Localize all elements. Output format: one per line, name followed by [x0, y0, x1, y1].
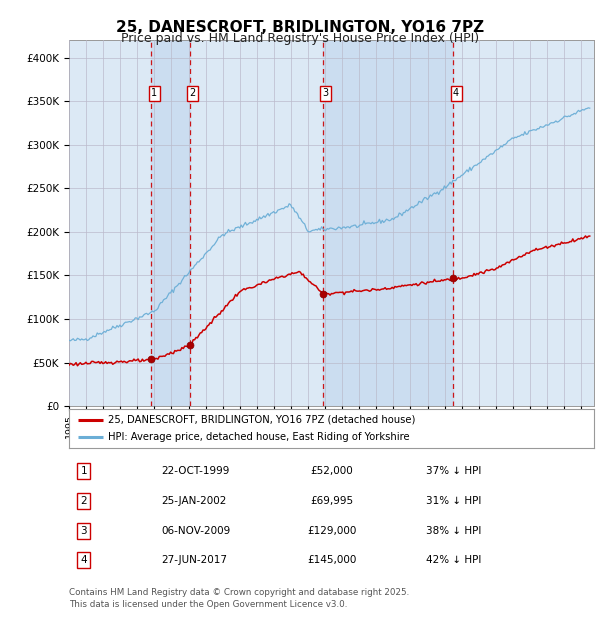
Text: £69,995: £69,995 — [310, 496, 353, 506]
Text: £145,000: £145,000 — [307, 556, 356, 565]
Bar — [151, 40, 190, 406]
Text: 37% ↓ HPI: 37% ↓ HPI — [426, 466, 481, 476]
Text: Contains HM Land Registry data © Crown copyright and database right 2025.
This d: Contains HM Land Registry data © Crown c… — [69, 588, 409, 609]
Text: Price paid vs. HM Land Registry's House Price Index (HPI): Price paid vs. HM Land Registry's House … — [121, 32, 479, 45]
Text: 06-NOV-2009: 06-NOV-2009 — [161, 526, 230, 536]
Text: 3: 3 — [323, 88, 329, 99]
Text: 2: 2 — [190, 88, 196, 99]
Text: 1: 1 — [151, 88, 157, 99]
Text: 22-OCT-1999: 22-OCT-1999 — [161, 466, 229, 476]
Text: 27-JUN-2017: 27-JUN-2017 — [161, 556, 227, 565]
Text: 25, DANESCROFT, BRIDLINGTON, YO16 7PZ: 25, DANESCROFT, BRIDLINGTON, YO16 7PZ — [116, 20, 484, 35]
Text: 25-JAN-2002: 25-JAN-2002 — [161, 496, 226, 506]
Text: HPI: Average price, detached house, East Riding of Yorkshire: HPI: Average price, detached house, East… — [109, 432, 410, 442]
Text: 1: 1 — [80, 466, 87, 476]
Text: 4: 4 — [80, 556, 87, 565]
Text: 38% ↓ HPI: 38% ↓ HPI — [426, 526, 481, 536]
Text: 31% ↓ HPI: 31% ↓ HPI — [426, 496, 481, 506]
Text: £129,000: £129,000 — [307, 526, 356, 536]
Bar — [323, 40, 453, 406]
Text: 3: 3 — [80, 526, 87, 536]
Text: £52,000: £52,000 — [310, 466, 353, 476]
Text: 25, DANESCROFT, BRIDLINGTON, YO16 7PZ (detached house): 25, DANESCROFT, BRIDLINGTON, YO16 7PZ (d… — [109, 415, 416, 425]
Text: 4: 4 — [453, 88, 459, 99]
Text: 42% ↓ HPI: 42% ↓ HPI — [426, 556, 481, 565]
Text: 2: 2 — [80, 496, 87, 506]
